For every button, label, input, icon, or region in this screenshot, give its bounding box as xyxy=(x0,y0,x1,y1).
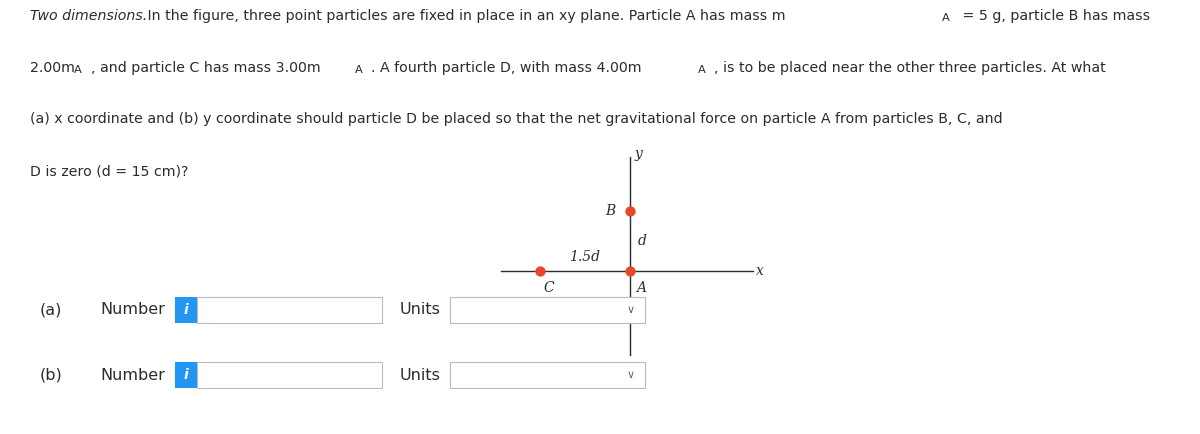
Text: y: y xyxy=(635,147,643,161)
Text: Units: Units xyxy=(400,302,440,318)
Point xyxy=(620,268,640,275)
Text: Two dimensions.: Two dimensions. xyxy=(30,9,148,23)
Text: 2.00m: 2.00m xyxy=(30,61,74,75)
FancyBboxPatch shape xyxy=(175,362,197,388)
Point xyxy=(620,207,640,214)
Text: A: A xyxy=(942,13,949,23)
FancyBboxPatch shape xyxy=(450,297,646,323)
Text: (a) x coordinate and (b) y coordinate should particle D be placed so that the ne: (a) x coordinate and (b) y coordinate sh… xyxy=(30,112,1003,126)
Text: x: x xyxy=(756,264,764,278)
Text: A: A xyxy=(636,281,646,295)
Text: B: B xyxy=(605,204,616,218)
FancyBboxPatch shape xyxy=(175,297,197,323)
Text: ∨: ∨ xyxy=(626,305,635,315)
FancyBboxPatch shape xyxy=(450,362,646,388)
Text: D is zero (d = 15 cm)?: D is zero (d = 15 cm)? xyxy=(30,164,188,178)
Text: (a): (a) xyxy=(40,302,62,318)
Text: . A fourth particle D, with mass 4.00m: . A fourth particle D, with mass 4.00m xyxy=(371,61,642,75)
Text: (b): (b) xyxy=(40,368,62,382)
Text: Units: Units xyxy=(400,368,440,382)
Text: ∨: ∨ xyxy=(626,370,635,380)
Text: Number: Number xyxy=(100,302,164,318)
Text: , and particle C has mass 3.00m: , and particle C has mass 3.00m xyxy=(90,61,320,75)
FancyBboxPatch shape xyxy=(197,362,382,388)
Text: d: d xyxy=(638,234,647,248)
Text: 1.5d: 1.5d xyxy=(570,250,600,264)
Text: A: A xyxy=(698,65,706,75)
Text: A: A xyxy=(355,65,362,75)
Text: , is to be placed near the other three particles. At what: , is to be placed near the other three p… xyxy=(714,61,1106,75)
Text: = 5 g, particle B has mass: = 5 g, particle B has mass xyxy=(958,9,1150,23)
Text: i: i xyxy=(184,368,188,382)
Text: i: i xyxy=(184,303,188,317)
Text: C: C xyxy=(542,281,553,295)
Text: Number: Number xyxy=(100,368,164,382)
Text: A: A xyxy=(74,65,82,75)
Text: In the figure, three point particles are fixed in place in an xy plane. Particle: In the figure, three point particles are… xyxy=(143,9,786,23)
Point xyxy=(530,268,550,275)
FancyBboxPatch shape xyxy=(197,297,382,323)
